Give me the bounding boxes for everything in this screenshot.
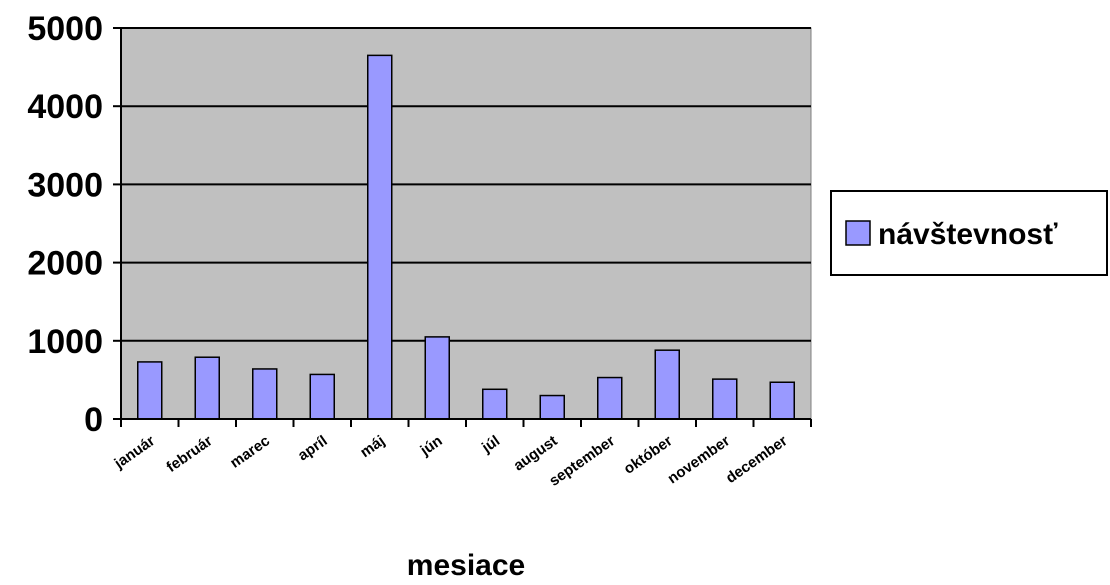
y-tick-label: 5000	[27, 10, 103, 48]
bar-máj	[367, 54, 393, 420]
x-tick-label: júl	[478, 432, 503, 457]
bar-marec	[252, 368, 278, 420]
legend-box	[830, 190, 1108, 276]
x-tick-label: január	[111, 432, 159, 472]
y-tick-label: 2000	[27, 245, 103, 283]
y-tick-label: 4000	[27, 88, 103, 126]
y-tick-labels: 0 1000 2000 3000 4000 5000	[27, 10, 103, 439]
x-tick-label: marec	[227, 432, 273, 471]
bar-august	[539, 394, 565, 420]
y-tick-label: 0	[84, 401, 103, 439]
plot-area	[120, 27, 812, 420]
bar-júl	[482, 388, 508, 420]
bar-október	[654, 349, 680, 420]
bar-apríl	[309, 373, 335, 420]
y-tick-label: 3000	[27, 166, 103, 204]
bars	[137, 54, 795, 420]
legend-label: návštevnosť	[878, 218, 1058, 251]
bar-január	[137, 361, 163, 420]
bar-november	[712, 378, 738, 420]
x-tick-label: december	[723, 432, 791, 487]
x-tick-label: september	[546, 432, 618, 490]
bar-február	[194, 356, 220, 420]
legend-swatch	[845, 220, 871, 246]
bar-jún	[424, 336, 450, 420]
bar-december	[769, 381, 795, 420]
x-tick-label: apríl	[295, 432, 331, 464]
gridlines	[121, 27, 811, 342]
x-tick-label: máj	[357, 432, 388, 461]
x-tick-label: február	[163, 432, 215, 476]
y-tick-label: 1000	[27, 323, 103, 361]
axes	[113, 27, 812, 427]
x-tick-label: august	[511, 432, 561, 474]
x-tick-label: november	[665, 432, 734, 487]
x-tick-labels: január február marec apríl máj jún júl augustse…	[111, 432, 791, 490]
legend: návštevnosť	[830, 190, 1108, 276]
x-tick-label: jún	[417, 432, 446, 459]
bar-september	[597, 376, 623, 420]
x-axis-title: mesiace	[407, 549, 525, 582]
